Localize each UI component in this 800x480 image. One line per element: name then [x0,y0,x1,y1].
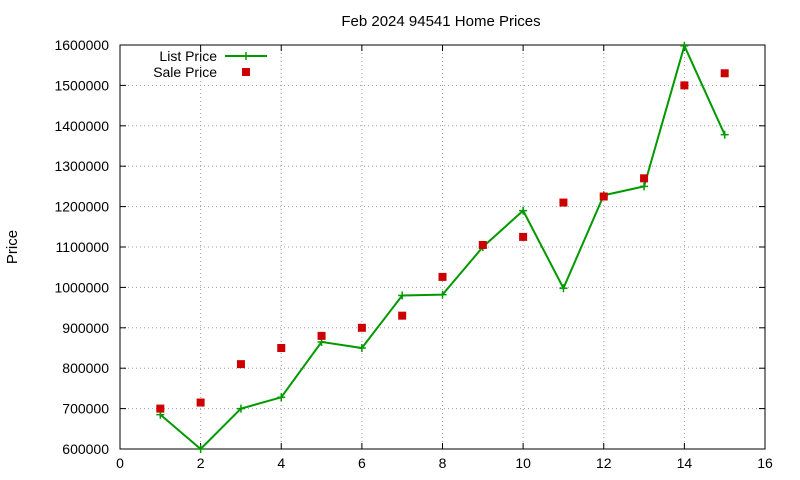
sale-price-point [640,174,649,183]
list-price-point [680,41,689,50]
y-tick-label: 1500000 [54,77,109,93]
series-sale-price [156,69,729,413]
sale-price-point [720,69,729,78]
series-list-price [156,41,729,453]
sale-price-point [236,360,245,369]
y-axis-ticks: 600000 700000 800000 900000 1000000 1100000 12… [54,37,765,457]
legend-marker-list-price [242,52,250,60]
y-axis-label: Price [4,230,21,264]
sale-price-point [559,198,568,207]
grid-lines [120,45,765,449]
x-axis-ticks: 0 2 4 6 8 10 12 14 16 [116,45,773,471]
sale-price-point [196,398,205,407]
x-tick-label: 16 [757,455,773,471]
x-tick-label: 14 [677,455,693,471]
x-tick-label: 2 [197,455,205,471]
x-tick-label: 6 [358,455,366,471]
sale-price-point [438,272,447,281]
x-tick-label: 12 [596,455,612,471]
sale-price-point [357,323,366,332]
sale-price-point [317,331,326,340]
legend-label-sale-price: Sale Price [153,64,217,80]
legend-marker-sale-price [242,68,250,76]
list-price-point [277,393,286,402]
y-tick-label: 1600000 [54,37,109,53]
chart-title: Feb 2024 94541 Home Prices [341,13,540,30]
x-tick-label: 0 [116,455,124,471]
y-tick-label: 1000000 [54,279,109,295]
y-tick-label: 1200000 [54,199,109,215]
sale-price-point [519,232,528,241]
list-price-point [640,182,649,191]
y-tick-label: 800000 [62,360,109,376]
y-tick-label: 900000 [62,320,109,336]
list-price-point [357,344,366,352]
legend-label-list-price: List Price [159,48,217,64]
list-price-point [438,290,447,299]
list-price-point [720,130,729,139]
y-tick-label: 1400000 [54,118,109,134]
list-price-point [398,291,407,300]
sale-price-point [156,404,165,413]
series-layer [156,41,729,453]
sale-price-point [478,240,487,249]
sale-price-point [277,344,286,352]
x-tick-label: 8 [439,455,447,471]
sale-price-point [398,311,407,320]
list-price-point [196,445,205,453]
sale-price-point [680,81,689,90]
sale-price-point [599,192,608,201]
y-tick-label: 1300000 [54,158,109,174]
x-tick-label: 4 [277,455,285,471]
y-tick-label: 1100000 [56,239,110,255]
y-tick-label: 600000 [62,441,109,457]
list-price-point [519,206,528,215]
y-tick-label: 700000 [62,401,109,417]
x-tick-label: 10 [515,455,531,471]
list-price-point [559,284,568,293]
list-price-point [236,404,245,413]
